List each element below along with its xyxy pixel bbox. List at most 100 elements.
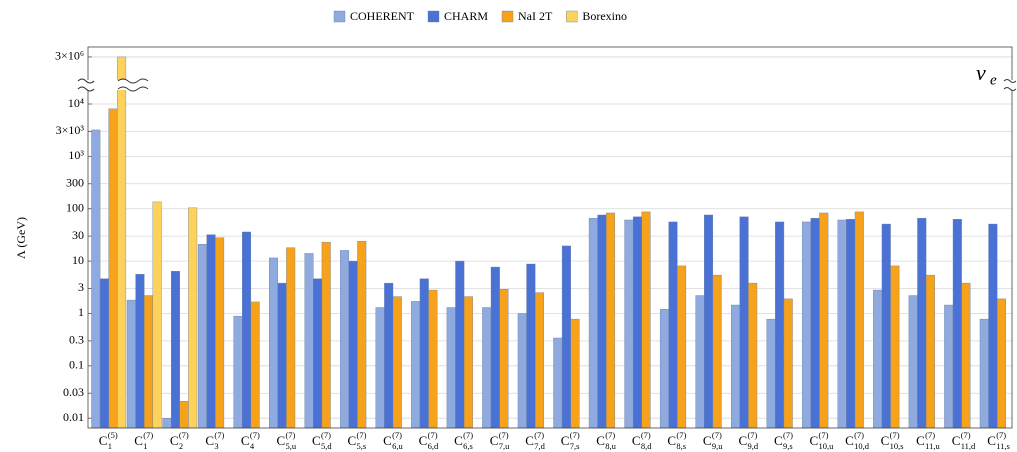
bar xyxy=(91,129,101,429)
bar xyxy=(384,282,394,429)
bar xyxy=(819,212,829,429)
legend-label: NaI 2T xyxy=(518,9,553,23)
x-tick-label-sup: (7) xyxy=(961,430,971,440)
x-tick-label-sup: (7) xyxy=(357,430,367,440)
x-tick-label-sub: 8,d xyxy=(641,441,652,451)
x-tick-label-sup: (7) xyxy=(392,430,402,440)
bar xyxy=(810,217,820,429)
x-tick-label-sub: 1 xyxy=(108,441,112,451)
bar xyxy=(588,217,598,429)
x-tick-label-sup: (7) xyxy=(819,430,829,440)
bar xyxy=(606,212,616,429)
bar xyxy=(197,244,207,429)
bar xyxy=(632,216,642,429)
x-tick-label-sup: (7) xyxy=(676,430,686,440)
x-tick-label-sup: (7) xyxy=(534,430,544,440)
plot-frame xyxy=(87,46,1013,429)
x-tick-label-sup: (7) xyxy=(214,430,224,440)
bar xyxy=(837,219,847,429)
bar xyxy=(242,231,252,429)
x-tick-label-sub: 8,u xyxy=(605,441,616,451)
x-tick-label-sub: 5,u xyxy=(285,441,296,451)
y-tick-label: 1 xyxy=(78,305,84,319)
x-tick-label: C xyxy=(312,433,321,448)
y-tick-label: 3×10³ xyxy=(56,123,85,137)
y-tick-label: 10³ xyxy=(68,148,84,162)
legend-swatch xyxy=(333,10,346,23)
legend-label: Borexino xyxy=(582,9,627,23)
x-tick-label-sub: 1 xyxy=(143,441,147,451)
x-tick-label-sub: 7,u xyxy=(499,441,510,451)
bar xyxy=(748,282,758,429)
bar xyxy=(170,271,180,429)
bar xyxy=(526,263,536,429)
x-tick-label-sup: (7) xyxy=(996,430,1006,440)
x-tick-label-sup: (5) xyxy=(108,430,118,440)
x-tick-label-sup: (7) xyxy=(250,430,260,440)
x-tick-label-sub: 11,d xyxy=(961,441,976,451)
bar xyxy=(961,282,971,429)
bar xyxy=(802,221,812,429)
x-tick-label-sub: 5,d xyxy=(321,441,332,451)
annotation: ν xyxy=(976,60,986,85)
bar xyxy=(534,292,544,429)
legend-swatch xyxy=(501,10,514,23)
bar xyxy=(917,217,927,429)
bar xyxy=(881,223,891,429)
bar xyxy=(561,245,571,429)
bar xyxy=(890,265,900,429)
bar xyxy=(624,219,634,429)
x-tick-label-sub: 10,u xyxy=(819,441,835,451)
bar xyxy=(375,307,385,429)
bar xyxy=(482,307,492,429)
x-tick-label-sub: 11,u xyxy=(925,441,940,451)
bar xyxy=(775,221,785,429)
x-tick-label-sub: 6,u xyxy=(392,441,403,451)
bar xyxy=(704,214,714,429)
x-tick-label-sub: 8,s xyxy=(676,441,686,451)
x-tick-label-sup: (7) xyxy=(854,430,864,440)
x-tick-label-sup: (7) xyxy=(143,430,153,440)
x-tick-label: C xyxy=(881,433,890,448)
x-tick-label: C xyxy=(348,433,357,448)
bar xyxy=(446,307,456,429)
y-tick-label: 0.01 xyxy=(63,410,84,424)
x-tick-label-sub: 6,d xyxy=(428,441,439,451)
y-tick-label: 3 xyxy=(78,280,84,294)
bar xyxy=(313,278,323,429)
bar xyxy=(215,237,225,429)
x-tick-label-sub: 3 xyxy=(214,441,218,451)
bar xyxy=(925,274,935,429)
x-tick-label-sub: 9,s xyxy=(783,441,793,451)
annotation-sub: e xyxy=(990,72,997,88)
x-tick-label: C xyxy=(241,433,250,448)
bar xyxy=(677,265,687,429)
bar xyxy=(908,295,918,429)
x-tick-label-sup: (7) xyxy=(747,430,757,440)
bar xyxy=(340,250,350,429)
legend-swatch xyxy=(427,10,440,23)
bar xyxy=(873,289,883,429)
bar xyxy=(783,298,793,429)
x-tick-label-sub: 4 xyxy=(250,441,255,451)
x-tick-label: C xyxy=(419,433,428,448)
bar xyxy=(250,301,260,429)
bar xyxy=(268,257,278,429)
break-gap xyxy=(1006,80,1017,90)
x-tick-label-sub: 9,u xyxy=(712,441,723,451)
bar xyxy=(641,211,651,429)
x-tick-label: C xyxy=(774,433,783,448)
bar xyxy=(570,318,580,429)
bar xyxy=(135,274,145,429)
bar xyxy=(419,278,429,429)
y-tick-label: 0.03 xyxy=(63,385,84,399)
bar xyxy=(944,304,954,429)
bar xyxy=(659,309,669,429)
bar xyxy=(979,318,989,429)
bar xyxy=(597,214,607,429)
x-tick-label-sub: 10,d xyxy=(854,441,870,451)
x-tick-label-sup: (7) xyxy=(925,430,935,440)
bar xyxy=(126,299,136,429)
x-tick-label-sup: (7) xyxy=(179,430,189,440)
